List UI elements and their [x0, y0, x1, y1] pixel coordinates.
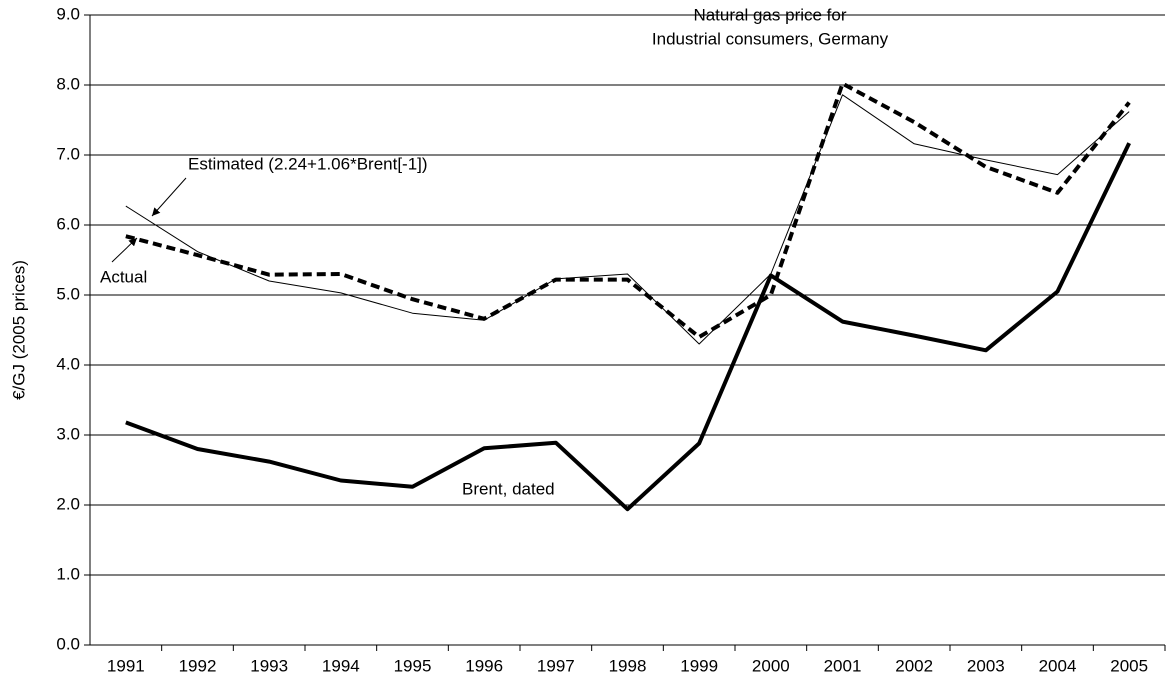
x-tick-label: 2003	[967, 656, 1005, 675]
x-tick-label: 2002	[895, 656, 933, 675]
y-tick-label: 5.0	[56, 284, 80, 303]
x-tick-label: 2001	[824, 656, 862, 675]
y-tick-label: 8.0	[56, 74, 80, 93]
series-line	[125, 81, 1131, 339]
x-tick-label: 2005	[1110, 656, 1148, 675]
y-tick-label: 2.0	[56, 494, 80, 513]
y-tick-label: 3.0	[56, 424, 80, 443]
x-tick-label: 1991	[107, 656, 145, 675]
x-tick-label: 1993	[250, 656, 288, 675]
x-tick-label: 1992	[179, 656, 217, 675]
x-tick-label: 1999	[680, 656, 718, 675]
arrow	[151, 177, 187, 217]
y-tick-label: 9.0	[56, 4, 80, 23]
y-tick-label: 6.0	[56, 214, 80, 233]
x-tick-label: 1996	[465, 656, 503, 675]
y-tick-label: 7.0	[56, 144, 80, 163]
series-label: Brent, dated	[462, 479, 555, 498]
y-tick-label: 0.0	[56, 634, 80, 653]
series-label: Estimated (2.24+1.06*Brent[-1])	[188, 154, 428, 173]
arrow	[111, 237, 138, 263]
title-line: Industrial consumers, Germany	[652, 29, 889, 48]
x-tick-label: 1997	[537, 656, 575, 675]
x-tick-label: 1998	[609, 656, 647, 675]
x-tick-label: 2000	[752, 656, 790, 675]
x-tick-label: 1994	[322, 656, 360, 675]
series-line	[125, 94, 1130, 345]
x-tick-label: 2004	[1039, 656, 1077, 675]
series-label: Actual	[100, 267, 147, 286]
y-tick-label: 4.0	[56, 354, 80, 373]
series-line	[125, 142, 1131, 512]
x-tick-label: 1995	[394, 656, 432, 675]
y-tick-label: 1.0	[56, 564, 80, 583]
y-axis-label: €/GJ (2005 prices)	[9, 260, 28, 400]
